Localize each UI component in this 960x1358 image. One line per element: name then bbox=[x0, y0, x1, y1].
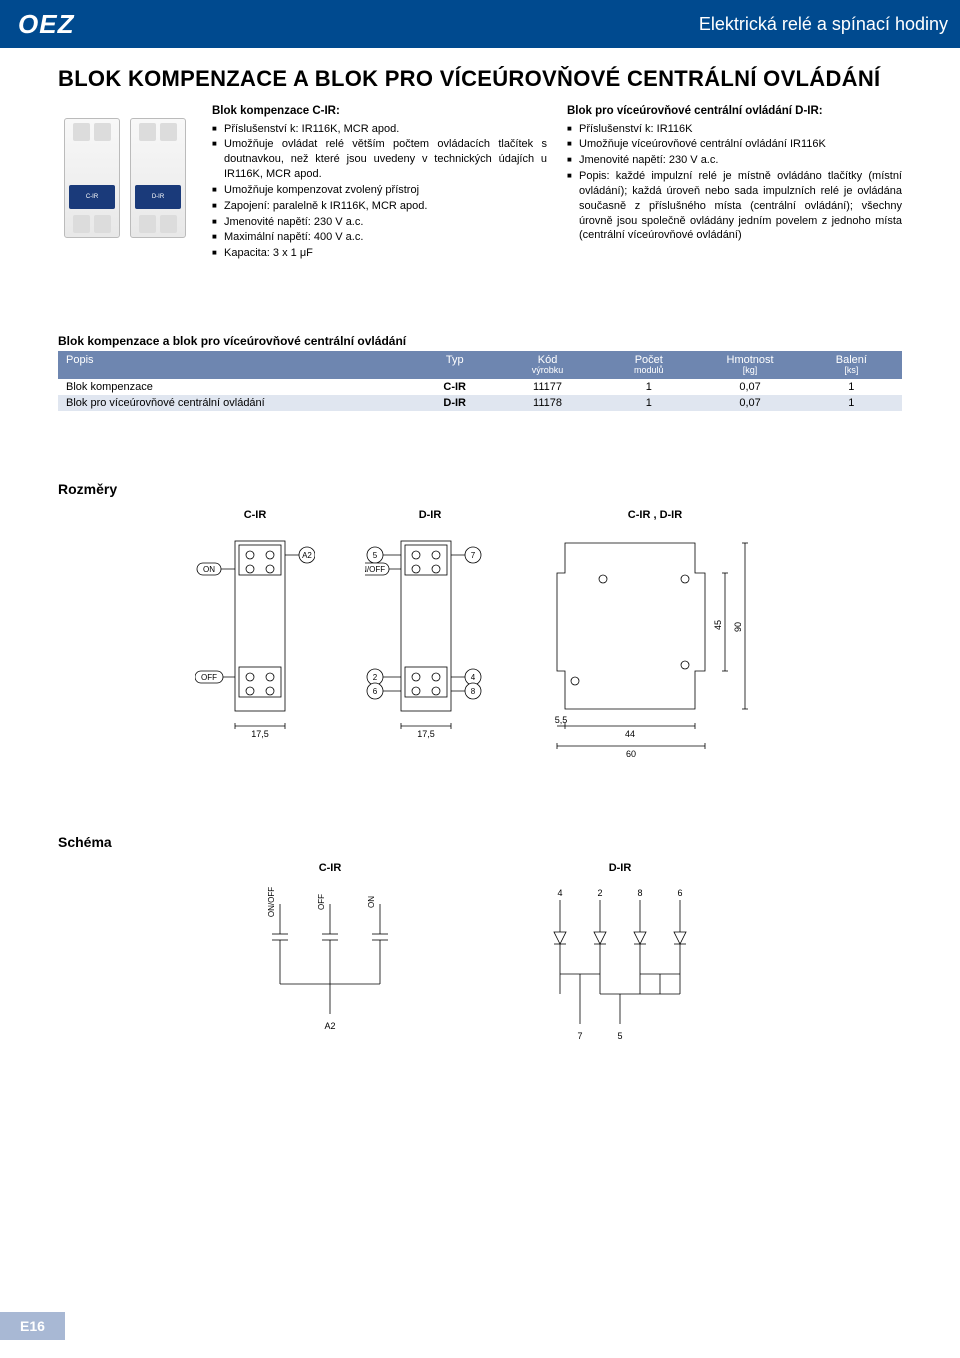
svg-text:2: 2 bbox=[597, 888, 602, 898]
dir-bullet: Jmenovité napětí: 230 V a.c. bbox=[567, 153, 902, 168]
table-row: Blok kompenzace C-IR 11177 1 0,07 1 bbox=[58, 379, 902, 395]
svg-text:8: 8 bbox=[637, 888, 642, 898]
svg-text:17,5: 17,5 bbox=[417, 729, 435, 739]
th-desc: Popis bbox=[66, 354, 94, 366]
svg-text:4: 4 bbox=[557, 888, 562, 898]
svg-text:8: 8 bbox=[471, 687, 476, 696]
module-label-dir: D-IR bbox=[135, 185, 181, 209]
svg-text:ON: ON bbox=[203, 565, 215, 574]
svg-text:ON/OFF: ON/OFF bbox=[267, 887, 276, 917]
schema-dir-drawing: 4 2 8 6 bbox=[530, 884, 710, 1064]
dim-label-both: C-IR , D-IR bbox=[545, 509, 765, 521]
dir-bullet: Příslušenství k: IR116K bbox=[567, 122, 902, 137]
page-number: E16 bbox=[0, 1312, 65, 1340]
dir-front-drawing: 5 7 ON/OFF 2 4 6 8 bbox=[365, 531, 495, 741]
product-photo: C-IR D-IR bbox=[58, 104, 198, 264]
cir-bullet: Umožňuje ovládat relé větším počtem ovlá… bbox=[212, 137, 547, 182]
schema-cir-drawing: ON/OFF OFF ON A2 bbox=[250, 884, 410, 1044]
dir-bullet: Umožňuje víceúrovňové centrální ovládání… bbox=[567, 137, 902, 152]
svg-text:45: 45 bbox=[713, 620, 723, 630]
schema-dir-label: D-IR bbox=[530, 862, 710, 874]
cir-bullet: Maximální napětí: 400 V a.c. bbox=[212, 230, 547, 245]
page-header: OEZ Elektrická relé a spínací hodiny bbox=[0, 0, 960, 48]
table-title: Blok kompenzace a blok pro víceúrovňové … bbox=[58, 334, 902, 348]
svg-text:ON/OFF: ON/OFF bbox=[365, 565, 385, 574]
side-drawing: 5,5 44 60 45 90 bbox=[545, 531, 765, 761]
cir-bullet: Umožňuje kompenzovat zvolený přístroj bbox=[212, 183, 547, 198]
svg-text:A2: A2 bbox=[302, 551, 312, 560]
dimensions-heading: Rozměry bbox=[58, 481, 902, 497]
svg-text:6: 6 bbox=[373, 687, 378, 696]
svg-text:ON: ON bbox=[367, 896, 376, 908]
module-label-cir: C-IR bbox=[69, 185, 115, 209]
brand-logo: OEZ bbox=[0, 0, 92, 48]
schema-diagrams: C-IR ON/OFF OFF ON bbox=[58, 862, 902, 1069]
svg-text:90: 90 bbox=[733, 622, 743, 632]
page-title: BLOK KOMPENZACE A BLOK PRO VÍCEÚROVŇOVÉ … bbox=[58, 66, 902, 92]
dir-title: Blok pro víceúrovňové centrální ovládání… bbox=[567, 104, 902, 120]
svg-text:5: 5 bbox=[373, 551, 378, 560]
product-table: Popis Typ Kódvýrobku Početmodulů Hmotnos… bbox=[58, 351, 902, 411]
dim-label-cir: C-IR bbox=[195, 509, 315, 521]
dimensions-diagrams: C-IR ON A2 OFF 17,5 bbox=[58, 509, 902, 764]
spec-column-dir: Blok pro víceúrovňové centrální ovládání… bbox=[567, 104, 902, 264]
th-typ: Typ bbox=[446, 354, 464, 366]
schema-heading: Schéma bbox=[58, 834, 902, 850]
schema-cir-label: C-IR bbox=[250, 862, 410, 874]
cir-bullet: Jmenovité napětí: 230 V a.c. bbox=[212, 215, 547, 230]
dir-bullet: Popis: každé impulzní relé je místně ovl… bbox=[567, 169, 902, 243]
product-table-section: Blok kompenzace a blok pro víceúrovňové … bbox=[58, 334, 902, 411]
spec-column-cir: Blok kompenzace C-IR: Příslušenství k: I… bbox=[212, 104, 547, 264]
header-category: Elektrická relé a spínací hodiny bbox=[699, 14, 948, 35]
svg-text:A2: A2 bbox=[324, 1021, 335, 1031]
svg-text:44: 44 bbox=[625, 729, 635, 739]
cir-front-drawing: ON A2 OFF 17,5 bbox=[195, 531, 315, 741]
cir-bullet: Příslušenství k: IR116K, MCR apod. bbox=[212, 122, 547, 137]
table-row: Blok pro víceúrovňové centrální ovládání… bbox=[58, 395, 902, 411]
cir-bullet: Zapojení: paralelně k IR116K, MCR apod. bbox=[212, 199, 547, 214]
svg-text:7: 7 bbox=[577, 1031, 582, 1041]
svg-text:17,5: 17,5 bbox=[251, 729, 269, 739]
dim-label-dir: D-IR bbox=[365, 509, 495, 521]
svg-text:2: 2 bbox=[373, 673, 378, 682]
svg-text:5: 5 bbox=[617, 1031, 622, 1041]
svg-text:OFF: OFF bbox=[201, 673, 217, 682]
svg-text:6: 6 bbox=[677, 888, 682, 898]
svg-text:7: 7 bbox=[471, 551, 476, 560]
svg-text:60: 60 bbox=[626, 749, 636, 759]
cir-bullet: Kapacita: 3 x 1 μF bbox=[212, 246, 547, 261]
cir-title: Blok kompenzace C-IR: bbox=[212, 104, 547, 120]
svg-text:OFF: OFF bbox=[317, 894, 326, 910]
svg-text:4: 4 bbox=[471, 673, 476, 682]
